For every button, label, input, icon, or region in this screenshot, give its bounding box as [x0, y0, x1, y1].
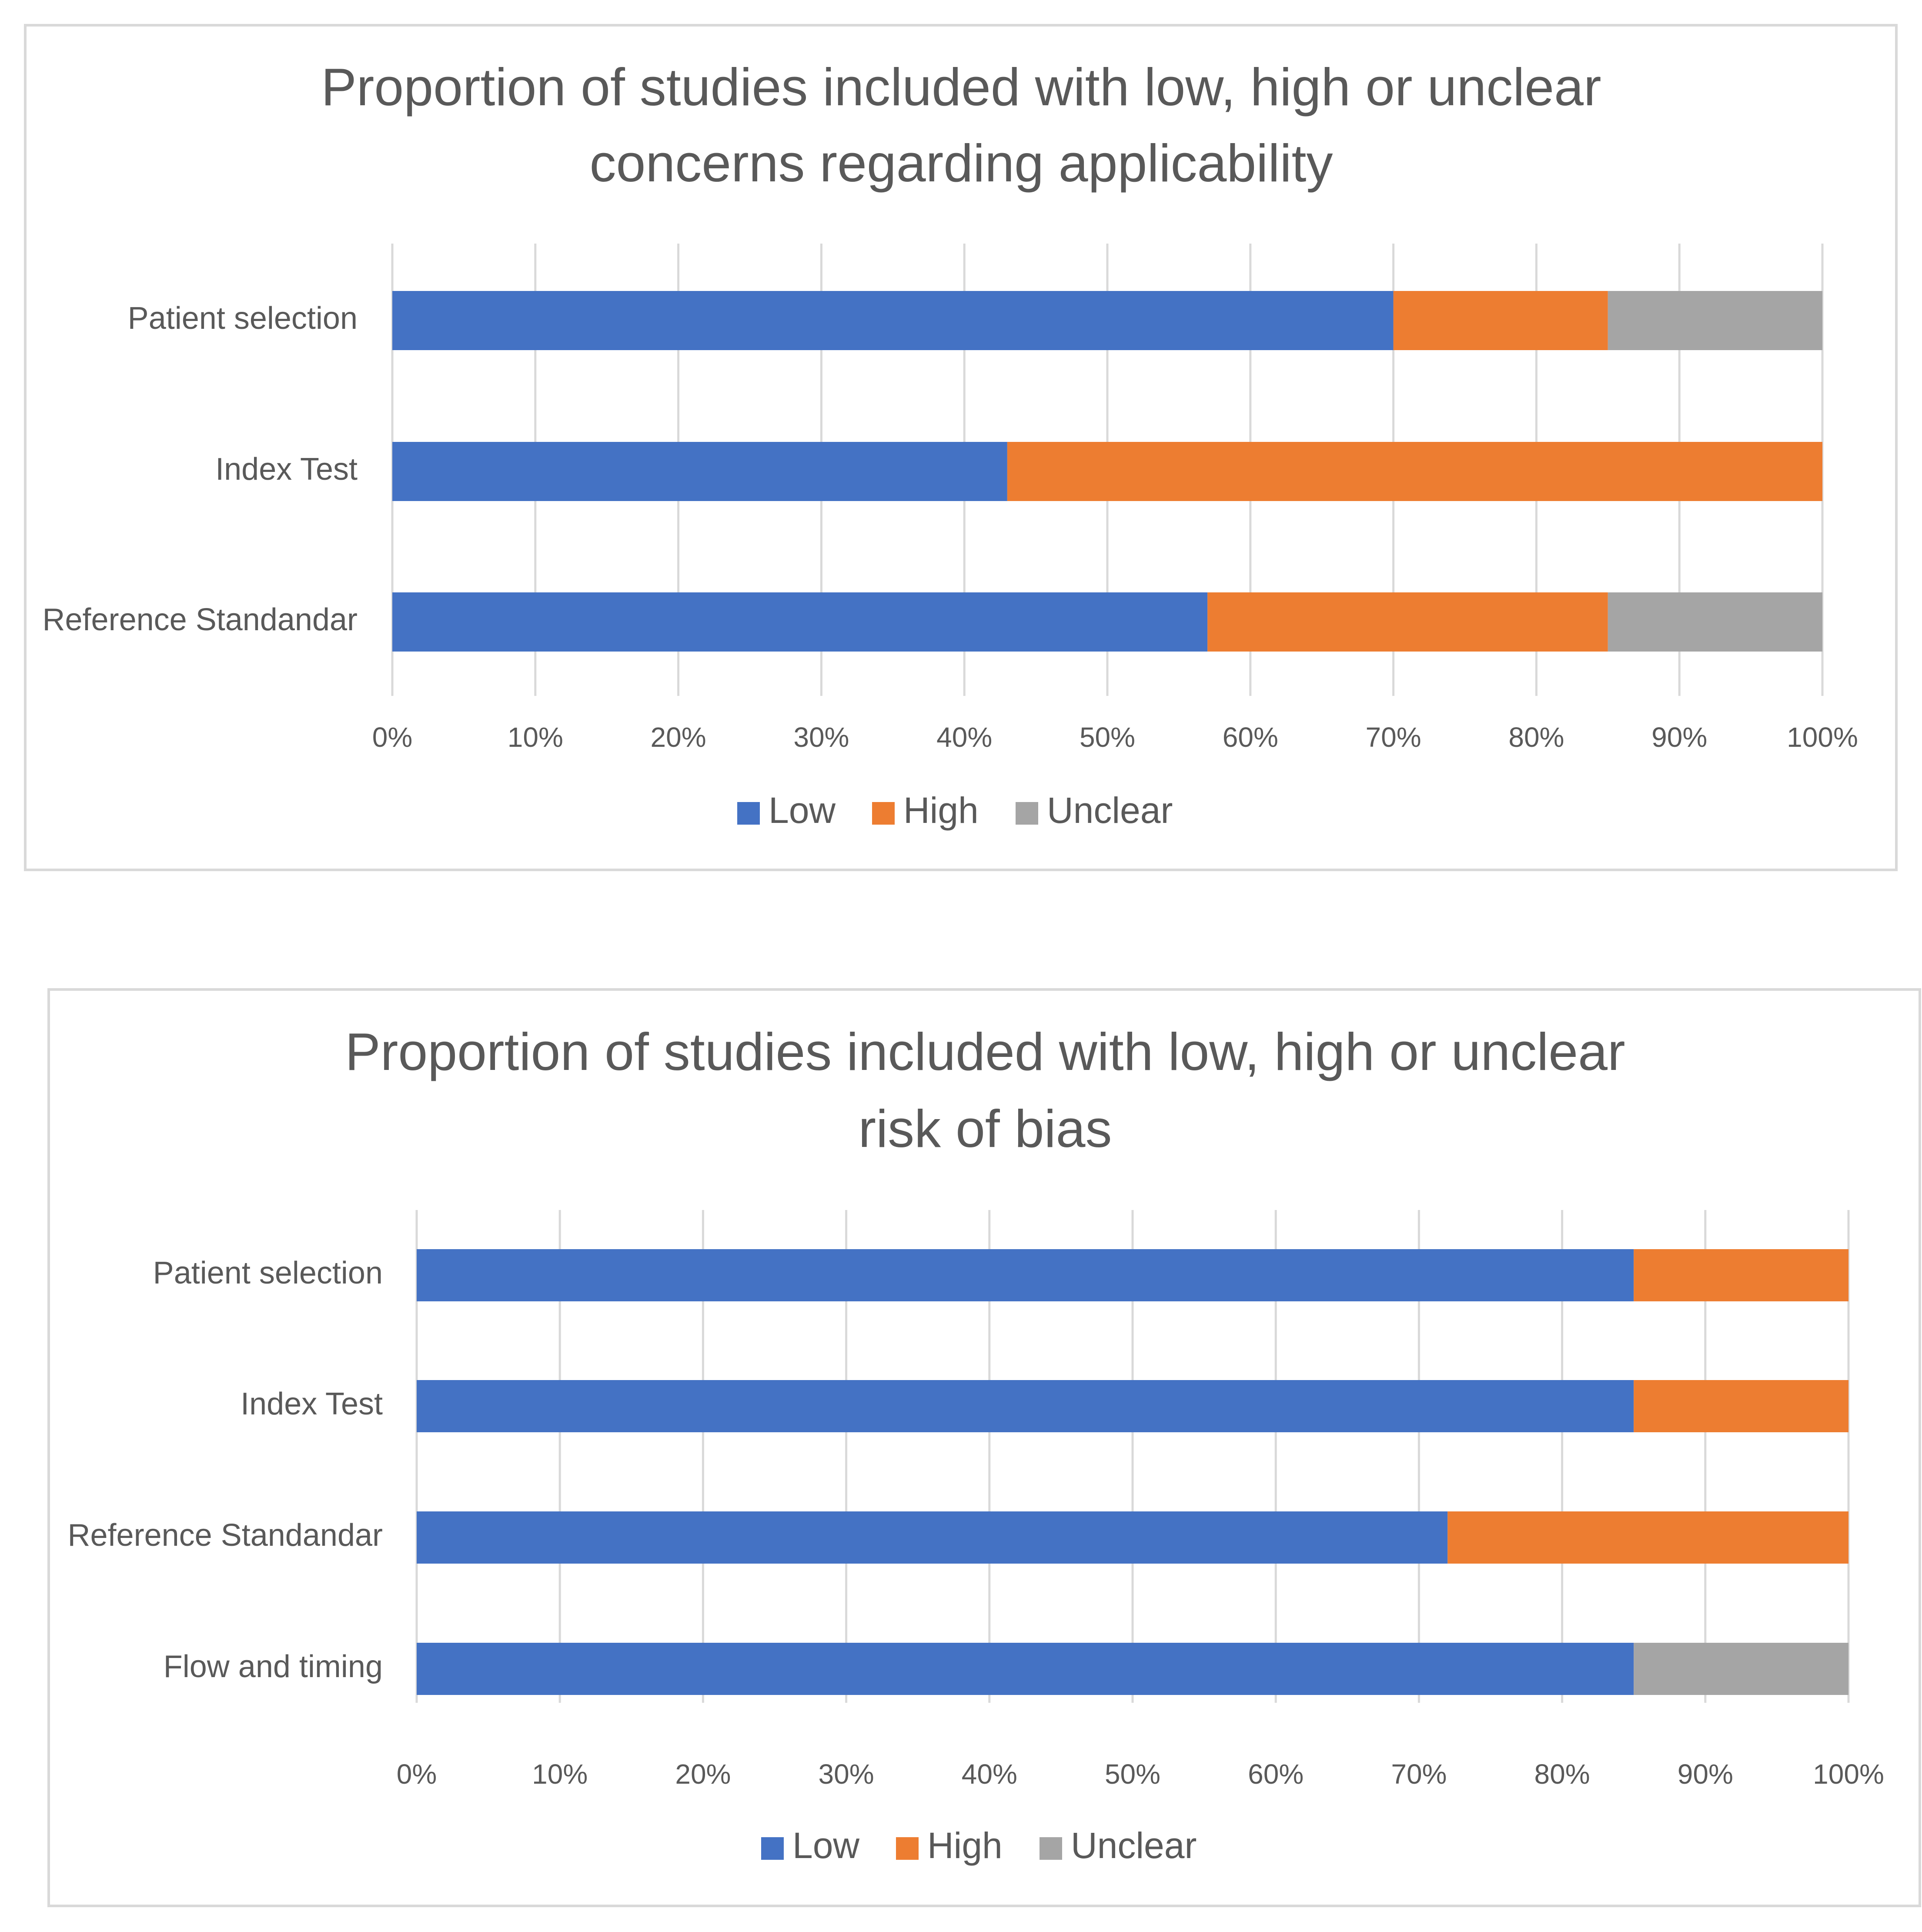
- x-tick-label: 80%: [1508, 722, 1564, 753]
- chart-title-line: risk of bias: [858, 1099, 1112, 1158]
- category-label: Reference Standandar: [68, 1518, 383, 1553]
- x-tick-label: 70%: [1366, 722, 1421, 753]
- x-tick-label: 60%: [1223, 722, 1278, 753]
- legend-swatch-unclear: [1016, 802, 1038, 825]
- chart-title-line: Proportion of studies included with low,…: [345, 1022, 1625, 1081]
- category-label: Patient selection: [128, 301, 358, 336]
- x-tick-label: 90%: [1678, 1758, 1733, 1790]
- chart-title-line: Proportion of studies included with low,…: [321, 57, 1601, 117]
- category-label: Reference Standandar: [43, 602, 358, 637]
- bar-high: [1207, 592, 1608, 652]
- x-tick-label: 40%: [936, 722, 992, 753]
- bar-low: [392, 592, 1208, 652]
- bar-low: [417, 1511, 1448, 1564]
- x-tick-label: 50%: [1080, 722, 1135, 753]
- risk-of-bias-chart: Proportion of studies included with low,…: [47, 988, 1921, 1907]
- bar-unclear: [1608, 291, 1822, 350]
- bar-low: [417, 1643, 1634, 1695]
- category-label: Flow and timing: [164, 1649, 383, 1684]
- x-tick-label: 100%: [1813, 1758, 1884, 1790]
- bar-high: [1447, 1511, 1848, 1564]
- x-tick-label: 20%: [675, 1758, 731, 1790]
- legend-label-high: High: [927, 1825, 1003, 1866]
- legend-label-unclear: Unclear: [1047, 790, 1173, 831]
- x-tick-label: 30%: [793, 722, 849, 753]
- legend-swatch-unclear: [1040, 1837, 1062, 1860]
- bar-unclear: [1634, 1643, 1848, 1695]
- bar-high: [1634, 1249, 1848, 1301]
- legend-label-high: High: [903, 790, 979, 831]
- legend-swatch-high: [872, 802, 895, 825]
- x-tick-label: 40%: [962, 1758, 1017, 1790]
- x-tick-label: 50%: [1105, 1758, 1160, 1790]
- bar-low: [392, 291, 1394, 350]
- chart-frame: [47, 988, 1921, 1907]
- x-tick-label: 80%: [1534, 1758, 1590, 1790]
- x-tick-label: 0%: [372, 722, 413, 753]
- legend-swatch-high: [896, 1837, 919, 1860]
- x-tick-label: 100%: [1787, 722, 1858, 753]
- bar-low: [417, 1249, 1634, 1301]
- bar-low: [417, 1380, 1634, 1432]
- legend-swatch-low: [761, 1837, 784, 1860]
- legend-label-unclear: Unclear: [1071, 1825, 1197, 1866]
- x-tick-label: 0%: [397, 1758, 437, 1790]
- x-tick-label: 90%: [1651, 722, 1707, 753]
- legend-swatch-low: [737, 802, 760, 825]
- x-tick-label: 20%: [651, 722, 706, 753]
- chart-title-line: concerns regarding applicability: [590, 134, 1333, 193]
- category-label: Index Test: [241, 1387, 383, 1421]
- category-label: Patient selection: [153, 1256, 383, 1290]
- x-tick-label: 10%: [532, 1758, 588, 1790]
- legend-label-low: Low: [769, 790, 836, 831]
- bar-high: [1393, 291, 1608, 350]
- category-label: Index Test: [215, 452, 358, 487]
- x-tick-label: 30%: [819, 1758, 874, 1790]
- x-tick-label: 60%: [1248, 1758, 1304, 1790]
- bar-high: [1007, 442, 1822, 501]
- x-tick-label: 70%: [1391, 1758, 1447, 1790]
- legend-label-low: Low: [792, 1825, 859, 1866]
- bar-high: [1634, 1380, 1848, 1432]
- bar-unclear: [1608, 592, 1822, 652]
- x-tick-label: 10%: [508, 722, 563, 753]
- bar-low: [392, 442, 1007, 501]
- applicability-chart: Proportion of studies included with low,…: [24, 24, 1898, 871]
